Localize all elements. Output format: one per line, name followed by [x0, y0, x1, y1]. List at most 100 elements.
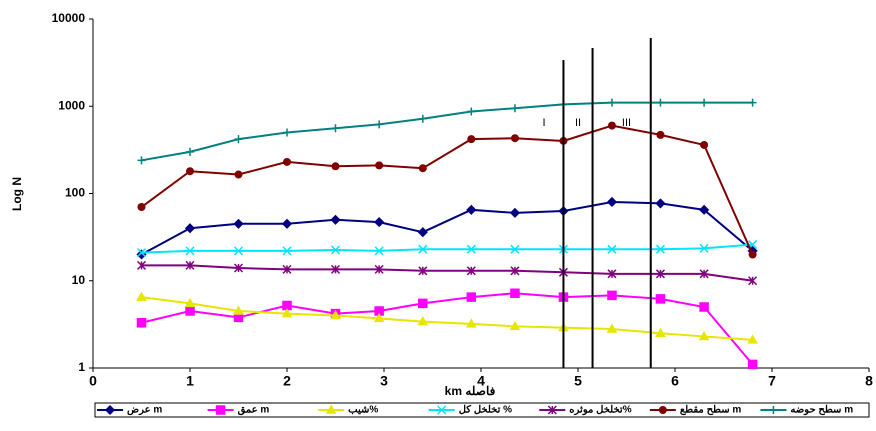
data-point [330, 245, 341, 255]
data-point [418, 114, 427, 123]
data-point [374, 264, 384, 274]
x-tick-label: 2 [283, 373, 291, 389]
data-point [699, 204, 710, 215]
data-point [374, 306, 384, 316]
data-point [417, 227, 428, 238]
data-point [748, 250, 757, 259]
data-point [418, 266, 428, 276]
data-point [281, 308, 293, 318]
data-point [747, 334, 758, 344]
data-point [466, 204, 477, 215]
data-point [509, 320, 521, 331]
data-point [136, 248, 147, 258]
data-point [418, 298, 428, 309]
data-point [607, 98, 616, 107]
data-point [655, 327, 666, 338]
data-point [233, 305, 244, 315]
data-point [747, 359, 758, 370]
data-point [510, 244, 520, 254]
data-point [233, 218, 244, 229]
series-line [141, 264, 753, 282]
data-point [466, 318, 477, 328]
data-point [136, 318, 147, 328]
legend-marker [769, 406, 778, 414]
data-point [282, 264, 292, 274]
legend-label: سطح حوضه m [790, 405, 853, 416]
data-point [607, 269, 617, 279]
data-point [185, 246, 195, 256]
data-point [699, 243, 709, 253]
data-point [330, 264, 341, 274]
data-point [375, 161, 384, 170]
series-line [141, 200, 754, 256]
series-line [141, 292, 754, 366]
data-point [655, 244, 665, 254]
data-point [184, 297, 196, 308]
legend-label: شیب% [348, 405, 378, 416]
data-point [234, 135, 243, 144]
data-point [510, 288, 520, 298]
region-label: II [575, 117, 581, 129]
data-point [510, 134, 519, 143]
x-tick-label: 6 [671, 373, 679, 389]
data-point [282, 300, 292, 311]
data-point [137, 156, 146, 165]
data-point [467, 135, 476, 144]
legend-marker [325, 404, 337, 414]
y-tick-label: 10000 [52, 11, 86, 25]
data-point [510, 104, 519, 113]
legend-label: تخلخل موثره% [569, 405, 631, 416]
series-line [140, 124, 754, 255]
x-tick-label: 4 [477, 373, 485, 389]
data-point [466, 266, 476, 276]
data-point [186, 147, 194, 156]
data-point [331, 124, 340, 133]
data-point [136, 291, 147, 301]
x-tick-label: 3 [380, 373, 388, 389]
data-point [607, 244, 617, 254]
data-point [283, 157, 291, 166]
data-point [374, 246, 384, 256]
series-line [141, 296, 753, 341]
data-point [185, 306, 195, 316]
data-point [607, 121, 616, 130]
data-point [137, 203, 146, 212]
data-point [330, 214, 341, 225]
data-point [655, 198, 666, 209]
data-point [748, 276, 758, 286]
series-line [141, 243, 753, 254]
legend-box [94, 402, 870, 418]
data-point [656, 98, 665, 107]
legend-marker [437, 405, 447, 415]
data-point [281, 218, 293, 229]
legend-marker [547, 405, 557, 415]
x-axis-label: km فاصله [445, 384, 496, 398]
region-label: I [543, 117, 546, 129]
data-point [510, 266, 520, 276]
legend-marker [215, 405, 226, 415]
data-point [282, 246, 292, 256]
data-point [700, 140, 709, 149]
legend-marker [104, 404, 116, 416]
legend-label: تخلخل کل % [459, 405, 512, 416]
data-point [655, 269, 665, 279]
data-point [136, 260, 147, 270]
data-point [466, 244, 476, 254]
data-point [184, 223, 196, 234]
data-point [656, 130, 665, 139]
data-point [748, 98, 757, 107]
legend-label: عرض m [127, 405, 162, 416]
data-point [418, 164, 427, 173]
data-point [417, 316, 429, 326]
y-tick-label: 1000 [58, 98, 85, 112]
data-point [698, 330, 710, 341]
y-tick-label: 1 [78, 360, 85, 374]
data-point [331, 162, 340, 171]
y-tick-label: 100 [65, 186, 85, 200]
x-tick-label: 7 [768, 373, 776, 389]
data-point [700, 98, 709, 107]
data-point [283, 128, 291, 137]
data-point [606, 196, 618, 208]
data-point [373, 312, 385, 323]
